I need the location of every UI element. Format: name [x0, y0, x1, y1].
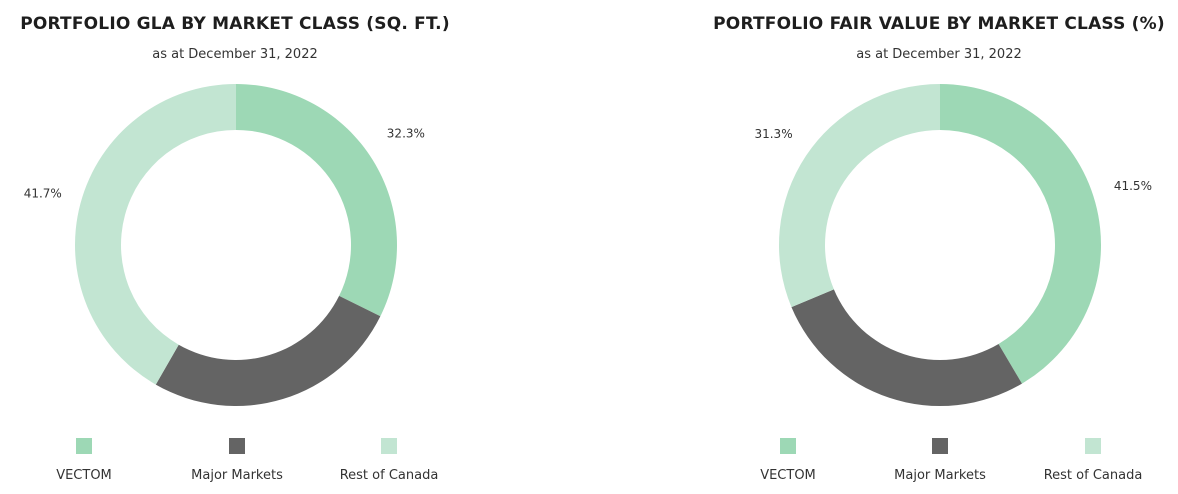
legend-label-vectom: VECTOM — [760, 468, 816, 483]
slice-vectom — [940, 84, 1101, 384]
slice-label-vectom: 32.3% — [387, 126, 425, 140]
slice-rest-of-canada — [74, 84, 236, 385]
slice-rest-of-canada — [779, 84, 940, 308]
slice-label-rest-of-canada: 41.7% — [24, 186, 62, 200]
legend-swatch-vectom — [780, 438, 796, 454]
fair-value-chart-panel: PORTFOLIO FAIR VALUE BY MARKET CLASS (%)… — [700, 0, 1178, 494]
slice-major-markets — [155, 295, 381, 406]
legend-label-rest-of-canada: Rest of Canada — [339, 468, 439, 483]
slice-vectom — [236, 84, 397, 317]
legend-swatch-rest-of-canada — [381, 438, 397, 454]
slice-major-markets — [791, 289, 1022, 407]
legend-swatch-major-markets — [932, 438, 948, 454]
legend-label-major-markets: Major Markets — [191, 468, 283, 483]
chart-title: PORTFOLIO GLA BY MARKET CLASS (SQ. FT.) — [20, 14, 450, 34]
slice-label-rest-of-canada: 31.3% — [754, 127, 792, 141]
legend-label-rest-of-canada: Rest of Canada — [1043, 468, 1143, 483]
chart-title: PORTFOLIO FAIR VALUE BY MARKET CLASS (%) — [713, 14, 1165, 34]
fair-value-donut-chart: 41.5%27.2%31.3% — [754, 84, 1152, 407]
slice-label-vectom: 41.5% — [1114, 179, 1152, 193]
chart-subtitle: as at December 31, 2022 — [152, 47, 318, 62]
legend-swatch-vectom — [76, 438, 92, 454]
legend-swatch-major-markets — [229, 438, 245, 454]
legend-label-major-markets: Major Markets — [894, 468, 986, 483]
legend-swatch-rest-of-canada — [1085, 438, 1101, 454]
chart-subtitle: as at December 31, 2022 — [856, 47, 1022, 62]
gla-donut-chart: 32.3%26.0%41.7% — [24, 84, 425, 406]
gla-chart-panel: PORTFOLIO GLA BY MARKET CLASS (SQ. FT.) … — [0, 0, 470, 494]
legend-label-vectom: VECTOM — [56, 468, 112, 483]
